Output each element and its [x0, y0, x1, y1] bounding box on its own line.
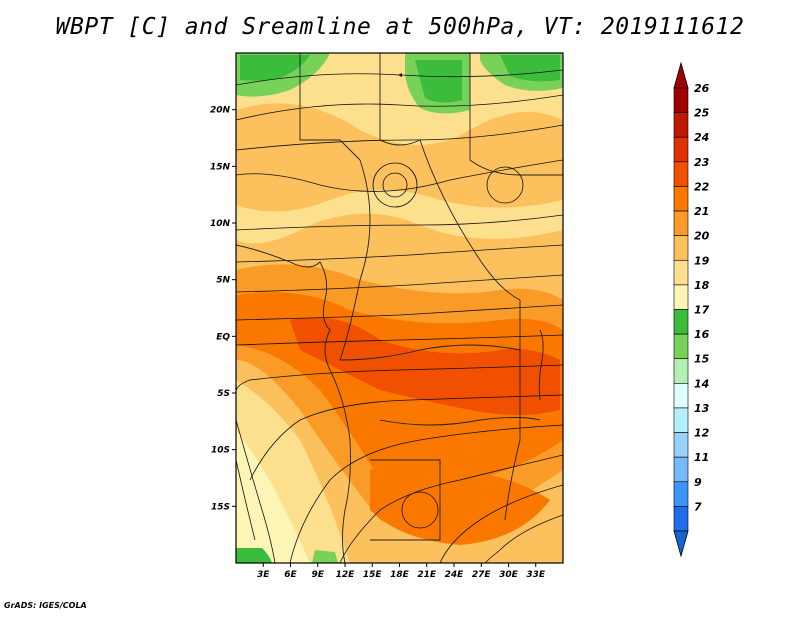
- lon-tick-label: 21E: [417, 570, 437, 580]
- lat-tick-label: 5S: [217, 389, 230, 399]
- lon-tick-label: 33E: [526, 570, 546, 580]
- colorbar-label: 18: [694, 279, 710, 292]
- lat-tick-label: 10N: [210, 219, 231, 229]
- lon-tick-label: 12E: [336, 570, 356, 580]
- colorbar-swatch: [673, 506, 689, 532]
- colorbar-label: 9: [694, 476, 702, 489]
- colorbar-swatch: [673, 112, 689, 138]
- colorbar-label: 23: [694, 156, 710, 169]
- colorbar-label: 25: [694, 107, 710, 120]
- lat-tick-label: 10S: [211, 446, 230, 456]
- country-boundaries: [236, 53, 563, 563]
- colorbar-label: 22: [694, 180, 710, 193]
- colorbar-label: 19: [694, 254, 710, 267]
- colorbar-swatch: [673, 432, 689, 458]
- colorbar-swatch: [673, 161, 689, 187]
- lon-tick-label: 15E: [363, 570, 383, 580]
- longitude-axis: 3E 6E 9E 12E 15E 18E 21E 24E 27E 30E 33E: [257, 563, 546, 580]
- latitude-axis: 20N 15N 10N 5N EQ 5S 10S 15S: [210, 106, 236, 512]
- colorbar-swatch: [673, 210, 689, 236]
- colorbar-label: 17: [694, 304, 710, 317]
- colorbar-swatch: [673, 333, 689, 360]
- colorbar-label: 16: [694, 328, 710, 341]
- colorbar-swatch: [673, 383, 689, 409]
- colorbar-swatch: [673, 309, 689, 335]
- colorbar-swatch: [673, 235, 689, 261]
- lat-tick-label: 15N: [210, 162, 231, 172]
- colorbar-swatch: [673, 481, 689, 507]
- colorbar-swatch: [673, 87, 689, 113]
- colorbar-top-arrow: [673, 61, 689, 89]
- chart-title: WBPT [C] and Sreamline at 500hPa, VT: 20…: [55, 14, 745, 40]
- colorbar-swatch: [673, 259, 689, 286]
- colorbar-label: 14: [694, 377, 709, 390]
- lat-tick-label: 15S: [211, 502, 230, 512]
- streamlines: [236, 69, 563, 563]
- colorbar-label: 26: [694, 82, 710, 95]
- colorbar-swatch: [673, 186, 689, 212]
- lon-tick-label: 9E: [312, 570, 325, 580]
- colorbar-label: 7: [694, 500, 702, 513]
- colorbar-label: 20: [694, 230, 710, 243]
- lon-tick-label: 30E: [499, 570, 519, 580]
- lon-tick-label: 27E: [472, 570, 492, 580]
- colorbar-swatch: [673, 358, 689, 384]
- colorbar-label: 24: [694, 131, 709, 144]
- colorbar-swatch: [673, 407, 689, 433]
- lon-tick-label: 3E: [257, 570, 270, 580]
- lon-tick-label: 18E: [390, 570, 410, 580]
- colorbar-label: 11: [694, 451, 709, 464]
- colorbar-swatch: [673, 136, 689, 163]
- colorbar-label: 13: [694, 402, 710, 415]
- lon-tick-label: 24E: [445, 570, 465, 580]
- colorbar-label: 15: [694, 353, 710, 366]
- colorbar-label: 21: [694, 205, 709, 218]
- colorbar-swatch: [673, 456, 689, 483]
- lat-tick-label: 20N: [210, 106, 231, 116]
- colorbar-bottom-arrow: [673, 530, 689, 558]
- grads-credit: GrADS: IGES/COLA: [4, 601, 87, 610]
- colorbar-swatch: [673, 284, 689, 310]
- lon-tick-label: 6E: [284, 570, 297, 580]
- lat-tick-label: EQ: [216, 332, 230, 342]
- colorbar: 26 25 24 23 22 21 20 19 18 17 16 15 14 13 12 11 9 7: [673, 61, 710, 558]
- lat-tick-label: 5N: [216, 276, 230, 286]
- colorbar-label: 12: [694, 427, 710, 440]
